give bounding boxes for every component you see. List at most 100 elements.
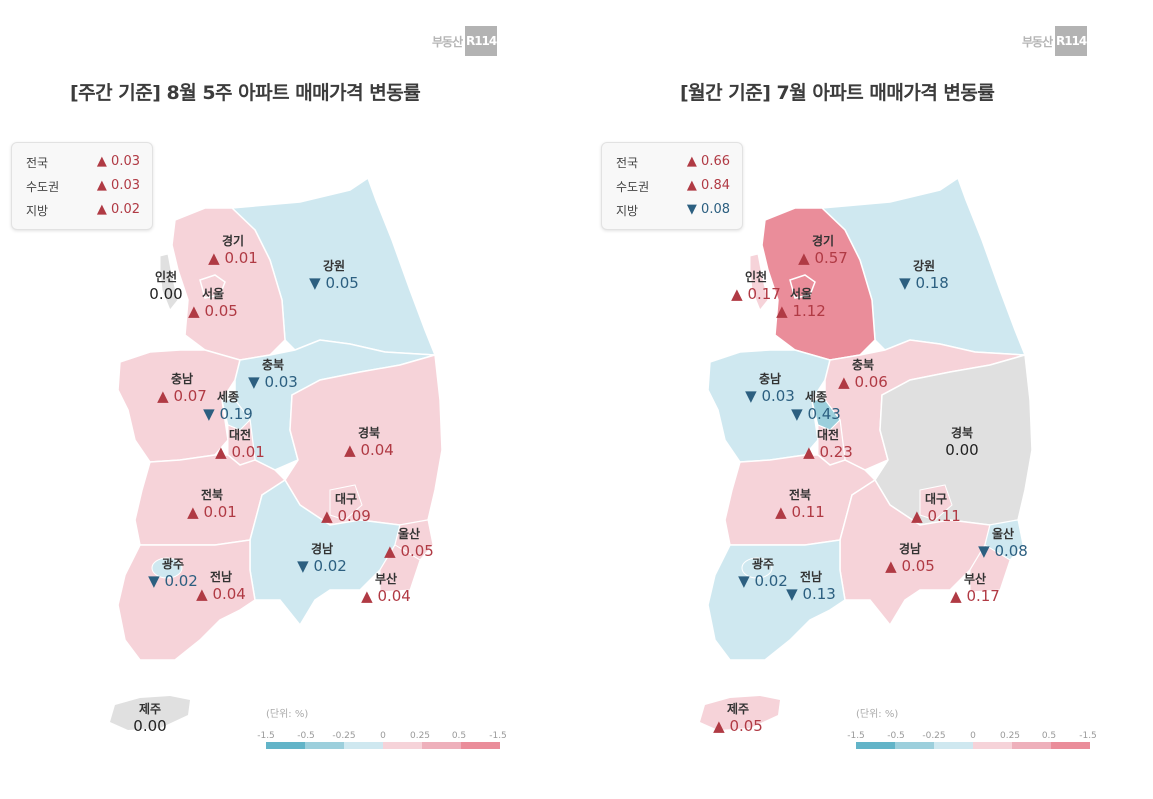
region-gyeongnam: 경남 ▲ 0.05: [885, 542, 935, 575]
region-name: 강원: [322, 259, 346, 273]
region-name: 광주: [161, 557, 185, 571]
region-name: 경남: [310, 542, 334, 556]
region-gwangju: 광주 ▼ 0.02: [148, 557, 198, 590]
summary-row-capital: 수도권 ▲ 0.84: [616, 178, 730, 195]
region-value: ▲ 0.04: [344, 441, 394, 459]
scale-tick: 0.5: [451, 731, 467, 741]
region-shape-incheon: [159, 253, 179, 311]
scale-tick: -1.5: [489, 731, 507, 741]
region-daejeon: 대전 ▲ 0.23: [803, 428, 853, 461]
region-value: ▼ 0.08: [978, 542, 1028, 560]
region-name: 세종: [216, 390, 240, 404]
scale-tick: 0.5: [1041, 731, 1057, 741]
summary-value: ▲ 0.66: [686, 154, 730, 169]
summary-value: ▲ 0.03: [96, 178, 140, 193]
region-value: ▼ 0.02: [297, 557, 347, 575]
logo-box: R114: [1055, 26, 1087, 56]
scale-tick: 0.25: [999, 731, 1021, 741]
region-chungnam: 충남 ▼ 0.03: [745, 372, 795, 405]
page-title: [월간 기준] 7월 아파트 매매가격 변동률: [680, 82, 995, 104]
r114-logo: 부동산 R114: [1022, 26, 1087, 56]
region-jeonbuk: 전북 ▲ 0.11: [775, 488, 825, 521]
region-name: 충북: [261, 358, 285, 372]
region-name: 서울: [789, 287, 813, 301]
r114-logo: 부동산 R114: [432, 26, 497, 56]
region-name: 광주: [751, 557, 775, 571]
scale-tick: -0.5: [887, 731, 905, 741]
region-gyeongbuk: 경북 ▲ 0.04: [344, 426, 394, 459]
region-chungnam: 충남 ▲ 0.07: [157, 372, 207, 405]
region-busan: 부산 ▲ 0.04: [361, 572, 411, 605]
region-daegu: 대구 ▲ 0.11: [911, 492, 961, 525]
region-value: ▲ 1.12: [776, 302, 826, 320]
region-jeonbuk: 전북 ▲ 0.01: [187, 488, 237, 521]
summary-label: 전국: [26, 156, 49, 170]
logo-box: R114: [465, 26, 497, 56]
region-name: 강원: [912, 259, 936, 273]
region-jeju: 제주 0.00: [133, 702, 166, 735]
scale-tick: -0.25: [332, 731, 356, 741]
region-name: 대전: [816, 428, 840, 442]
scale-tick: 0: [970, 731, 976, 741]
region-value: ▼ 0.03: [248, 373, 298, 391]
region-value: ▲ 0.57: [798, 249, 848, 267]
scale-tick: 0.25: [409, 731, 431, 741]
region-name: 부산: [374, 572, 398, 586]
logo-text: 부동산: [1022, 34, 1053, 49]
korea-map: [700, 176, 1033, 730]
scale-tick: -0.5: [297, 731, 315, 741]
region-seoul: 서울 ▲ 1.12: [776, 287, 826, 320]
region-name: 울산: [991, 527, 1015, 541]
summary-label: 지방: [26, 204, 49, 218]
region-value: ▲ 0.01: [208, 249, 258, 267]
region-name: 경남: [898, 542, 922, 556]
region-name: 충남: [170, 372, 194, 386]
summary-label: 전국: [616, 156, 639, 170]
region-chungbuk: 충북 ▼ 0.03: [248, 358, 298, 391]
region-name: 대구: [924, 492, 948, 506]
region-name: 제주: [138, 702, 162, 716]
region-shape-daegu: [919, 484, 953, 521]
region-gyeonggi: 경기 ▲ 0.57: [798, 234, 848, 267]
region-shape-seoul: [199, 274, 226, 299]
region-name: 충북: [851, 358, 875, 372]
region-daejeon: 대전 ▲ 0.01: [215, 428, 265, 461]
region-gyeongnam: 경남 ▼ 0.02: [297, 542, 347, 575]
region-sejong: 세종 ▼ 0.19: [203, 390, 253, 423]
region-value: ▲ 0.11: [911, 507, 961, 525]
unit-label: (단위: %): [266, 709, 309, 720]
region-gangwon: 강원 ▼ 0.05: [309, 259, 359, 292]
region-shape-busan: [379, 544, 421, 593]
summary-label: 수도권: [616, 180, 650, 194]
region-incheon: 인천 0.00: [149, 270, 182, 303]
region-name: 경기: [221, 234, 245, 248]
region-shape-busan: [969, 544, 1011, 593]
region-seoul: 서울 ▲ 0.05: [188, 287, 238, 320]
region-ulsan: 울산 ▼ 0.08: [978, 527, 1028, 560]
region-value: ▼ 0.02: [148, 572, 198, 590]
summary-row-provinces: 지방 ▼ 0.08: [616, 202, 730, 219]
summary-value: ▲ 0.03: [96, 154, 140, 169]
region-name: 전북: [788, 488, 812, 502]
region-daegu: 대구 ▲ 0.09: [321, 492, 371, 525]
region-gyeonggi: 경기 ▲ 0.01: [208, 234, 258, 267]
region-name: 제주: [726, 702, 750, 716]
region-value: ▲ 0.09: [321, 507, 371, 525]
region-gwangju: 광주 ▼ 0.02: [738, 557, 788, 590]
region-value: ▲ 0.04: [196, 585, 246, 603]
region-value: 0.00: [149, 285, 183, 303]
weekly-panel: 부동산 R114 [주간 기준] 8월 5주 아파트 매매가격 변동률: [0, 0, 576, 799]
summary-row-national: 전국 ▲ 0.03: [26, 154, 140, 171]
region-shape-ulsan: [394, 519, 434, 561]
scale-tick: -1.5: [1079, 731, 1097, 741]
region-incheon: 인천 ▲ 0.17: [731, 270, 781, 303]
region-name: 경북: [950, 426, 974, 440]
color-scale-bar: [266, 742, 500, 749]
region-value: ▲ 0.17: [950, 587, 1000, 605]
region-value: ▼ 0.02: [738, 572, 788, 590]
region-value: ▼ 0.05: [309, 274, 359, 292]
logo-text: 부동산: [432, 34, 463, 49]
unit-label: (단위: %): [856, 709, 899, 720]
summary-row-national: 전국 ▲ 0.66: [616, 154, 730, 171]
region-value: ▲ 0.05: [713, 717, 763, 735]
